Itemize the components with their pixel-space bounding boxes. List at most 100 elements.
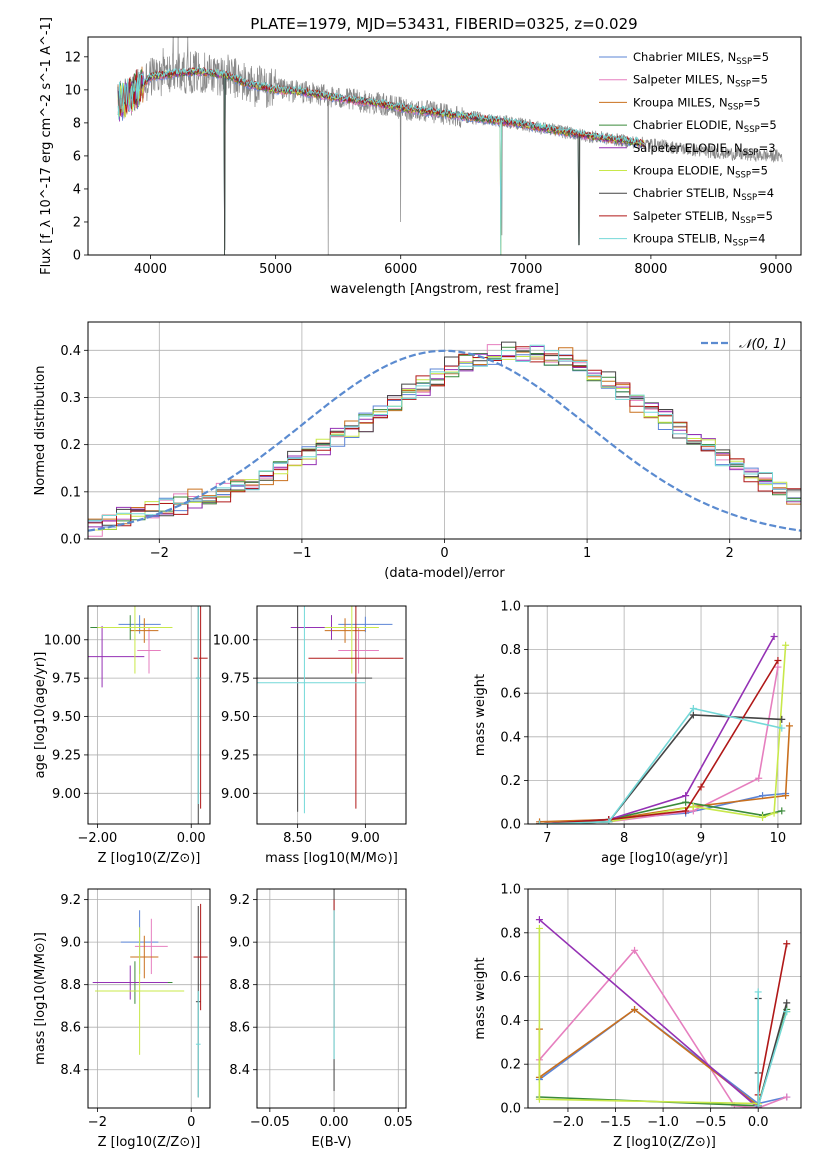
- mass-vs-Z-axes: −2 0 8.4 8.6 8.8 9.0 9.2 Z [log10(Z/Z⊙)] mass [l…: [33, 888, 211, 1150]
- weight-vs-age-ytick-label: 1.0: [500, 600, 521, 615]
- weight-vs-age-ytick-label: 0.0: [500, 818, 521, 833]
- weight-vs-age-line-kroupa-stelib: [539, 707, 782, 824]
- weight-vs-age-ytick-label: 0.2: [500, 774, 521, 789]
- residual-histogram-xlabel: (data-model)/error: [384, 566, 505, 581]
- age-vs-Z-xtick-label: 0.00: [177, 831, 206, 846]
- weight-vs-age-marker: [782, 792, 790, 800]
- weight-vs-age-frame: [527, 605, 802, 825]
- legend-label-sub: SSP: [728, 102, 744, 112]
- histogram-kroupa-miles: [88, 347, 801, 525]
- mass-vs-EBV-ytick-label: 9.0: [229, 936, 250, 951]
- weight-vs-age-ytick-label: 0.6: [500, 687, 521, 702]
- figure-title: PLATE=1979, MJD=53431, FIBERID=0325, z=0…: [250, 15, 637, 33]
- mass-vs-Z-grid: [88, 889, 210, 1108]
- legend-label-tail: =3: [759, 141, 776, 155]
- weight-vs-Z-ytick-label: 0.4: [500, 1014, 521, 1029]
- weight-vs-Z-ylabel: mass weight: [473, 957, 488, 1039]
- weight-vs-age-marker: [782, 641, 790, 649]
- age-vs-Z-ytick-label: 9.50: [52, 710, 81, 725]
- weight-vs-Z-marker: [783, 940, 791, 948]
- mass-vs-EBV-xlabel: E(B-V): [311, 1135, 351, 1150]
- residual-histogram-grid: [88, 322, 801, 540]
- legend-label-main: Chabrier ELODIE, N: [633, 118, 744, 132]
- legend-label: Chabrier STELIB, NSSP=4: [633, 186, 774, 203]
- mass-vs-EBV-xtick-label: 0.05: [384, 1115, 413, 1130]
- histogram-salpeter-elodie: [88, 346, 801, 528]
- model-spectrum-kroupa-elodie: [117, 67, 645, 255]
- weight-vs-age-xtick-label: 10: [770, 831, 787, 846]
- weight-vs-age-line-salpeter-stelib: [539, 660, 779, 824]
- spectrum-ytick-label: 6: [73, 149, 81, 164]
- legend-label-tail: =5: [751, 164, 768, 178]
- mass-vs-Z-ytick-label: 9.0: [60, 936, 81, 951]
- legend-label-tail: =5: [752, 50, 769, 64]
- legend-label: Kroupa ELODIE, NSSP=5: [633, 164, 768, 181]
- weight-vs-Z-ytick-label: 0.8: [500, 926, 521, 941]
- weight-vs-age-marker: [778, 807, 786, 815]
- age-vs-Z-axes: −2.00 0.00 9.00 9.25 9.50 9.75 10.00 Z [log10(Z…: [33, 605, 211, 866]
- mass-vs-Z-xlabel: Z [log10(Z/Z⊙)]: [98, 1135, 201, 1150]
- mass-vs-EBV-ytick-label: 8.6: [229, 1021, 250, 1036]
- age-vs-mass-ytick-label: 9.00: [221, 787, 250, 802]
- legend-label-main: Salpeter STELIB, N: [633, 209, 740, 223]
- weight-vs-age-marker: [774, 657, 782, 664]
- weight-vs-age-line-kroupa-elodie: [539, 645, 787, 824]
- spectrum-ytick-label: 4: [73, 182, 81, 197]
- legend-label-main: Kroupa ELODIE, N: [633, 164, 735, 178]
- legend-label-main: Chabrier MILES, N: [633, 50, 736, 64]
- weight-vs-Z-marker: [631, 1005, 639, 1013]
- legend-label: Salpeter MILES, NSSP=5: [633, 73, 768, 90]
- age-vs-Z-ylabel: age [log10(age/yr)]: [33, 652, 48, 779]
- mass-vs-EBV-frame: [256, 888, 407, 1109]
- weight-vs-Z-marker: [535, 1095, 543, 1103]
- residual-histogram-axes: −2 −1 0 1 2 0.0 0.1 0.2 0.3 0.4 (data-model)/error…: [33, 321, 802, 581]
- weight-vs-age-xtick-label: 8: [620, 831, 628, 846]
- spectrum-ylabel: Flux [f_λ 10^-17 erg cm^-2 s^-1 A^-1]: [39, 17, 54, 275]
- legend-label-tail: =5: [756, 209, 773, 223]
- weight-vs-age-series: [536, 633, 793, 824]
- mass-vs-EBV-grid: [257, 889, 406, 1108]
- legend-label-sub: SSP: [744, 125, 760, 135]
- histogram-salpeter-stelib: [88, 346, 801, 527]
- age-vs-Z-ytick-label: 9.25: [52, 748, 81, 763]
- legend-label-main: Chabrier STELIB, N: [633, 186, 741, 200]
- weight-vs-age-marker: [689, 711, 697, 719]
- model-spectrum-kroupa-miles: [117, 66, 645, 255]
- weight-vs-age-marker: [689, 704, 697, 712]
- legend-label-sub: SSP: [740, 216, 756, 226]
- weight-vs-age-marker: [682, 807, 690, 815]
- weight-vs-age-axes: 7 8 9 10 0.0 0.2 0.4 0.6 0.8 1.0 age [log10(age/yr…: [473, 600, 802, 866]
- spectrum-ytick-label: 10: [64, 83, 81, 98]
- weight-vs-Z-line-chabrier-miles: [538, 1008, 787, 1105]
- residual-histogram-ytick-label: 0.0: [60, 533, 81, 548]
- weight-vs-Z-xtick-label: −1.5: [600, 1115, 632, 1130]
- legend-label-sub: SSP: [735, 80, 751, 90]
- legend-label-main: Kroupa STELIB, N: [633, 232, 733, 246]
- spectrum-xtick-label: 9000: [759, 262, 792, 277]
- legend-label-main: Salpeter MILES, N: [633, 73, 735, 87]
- legend-label: Salpeter STELIB, NSSP=5: [633, 209, 773, 226]
- weight-vs-Z-marker: [754, 988, 762, 996]
- weight-vs-Z-ytick-label: 0.6: [500, 970, 521, 985]
- weight-vs-age-ytick-label: 0.4: [500, 730, 521, 745]
- mass-vs-Z-ytick-label: 8.6: [60, 1021, 81, 1036]
- mass-vs-EBV-xtick-label: 0.00: [320, 1115, 349, 1130]
- weight-vs-age-marker: [755, 774, 763, 782]
- legend-label: Chabrier ELODIE, NSSP=5: [633, 118, 777, 135]
- residual-histogram-ylabel: Normed distribution: [33, 366, 48, 496]
- normal-curve: [88, 349, 801, 532]
- weight-vs-Z-marker: [783, 999, 791, 1007]
- weight-vs-age-xtick-label: 9: [697, 831, 705, 846]
- weight-vs-Z-axes: −2.0 −1.5 −1.0 −0.5 0.0 0.0 0.2 0.4 0.6 0.8 1.0 Z […: [473, 883, 802, 1150]
- spectrum-axes: 4000 5000 6000 7000 8000 9000 0 2 4 6 8 10 12 wavelen…: [39, 17, 802, 297]
- weight-vs-age-marker: [778, 715, 786, 723]
- weight-vs-age-marker: [785, 722, 793, 730]
- residual-histogram-xtick-label: −2: [150, 546, 169, 561]
- spectrum-ytick-label: 2: [73, 215, 81, 230]
- model-spectrum-chabrier-miles: [117, 69, 645, 255]
- weight-vs-age-marker: [774, 663, 782, 671]
- age-vs-Z-frame: [87, 605, 211, 825]
- age-vs-mass-xtick-label: 9.00: [351, 831, 380, 846]
